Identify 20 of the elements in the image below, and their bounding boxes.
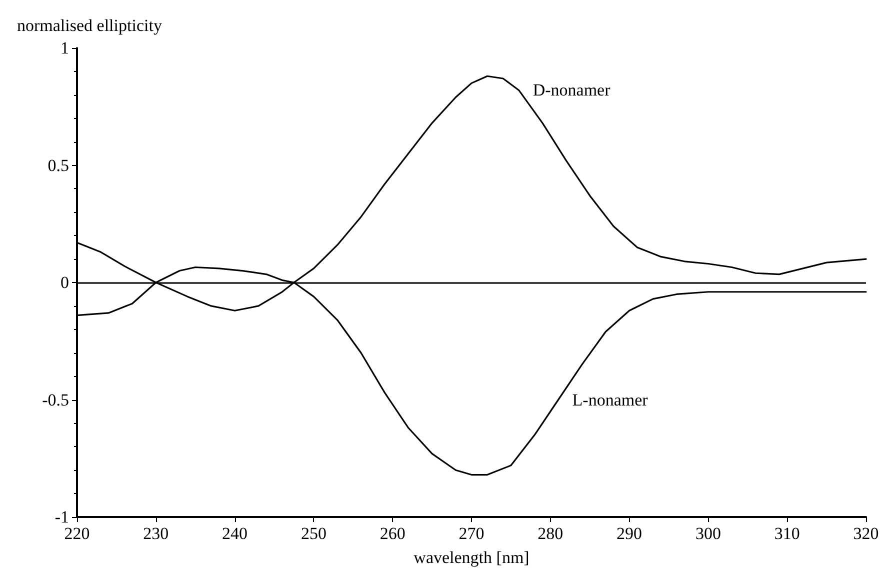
y-tick-label: 0.5 (48, 156, 69, 175)
x-tick-label: 230 (143, 524, 169, 543)
x-tick-label: 270 (458, 524, 484, 543)
x-tick-label: 260 (380, 524, 406, 543)
y-axis-title: normalised ellipticity (17, 16, 162, 35)
x-tick-label: 300 (695, 524, 721, 543)
x-tick-label: 320 (853, 524, 879, 543)
x-tick-label: 240 (222, 524, 248, 543)
x-tick-label: 250 (300, 524, 326, 543)
y-tick-label: 0 (60, 273, 69, 292)
y-tick-label: 1 (60, 38, 69, 58)
x-axis-title: wavelength [nm] (414, 548, 530, 567)
x-tick-label: 280 (538, 524, 564, 543)
x-tick-label: 290 (616, 524, 642, 543)
x-tick-label: 310 (774, 524, 800, 543)
y-tick-label: -1 (54, 508, 69, 526)
x-tick-label: 220 (64, 524, 90, 543)
y-tick-label: -0.5 (42, 390, 69, 410)
series-label: D-nonamer (532, 80, 611, 100)
series-label: L-nonamer (572, 390, 648, 410)
